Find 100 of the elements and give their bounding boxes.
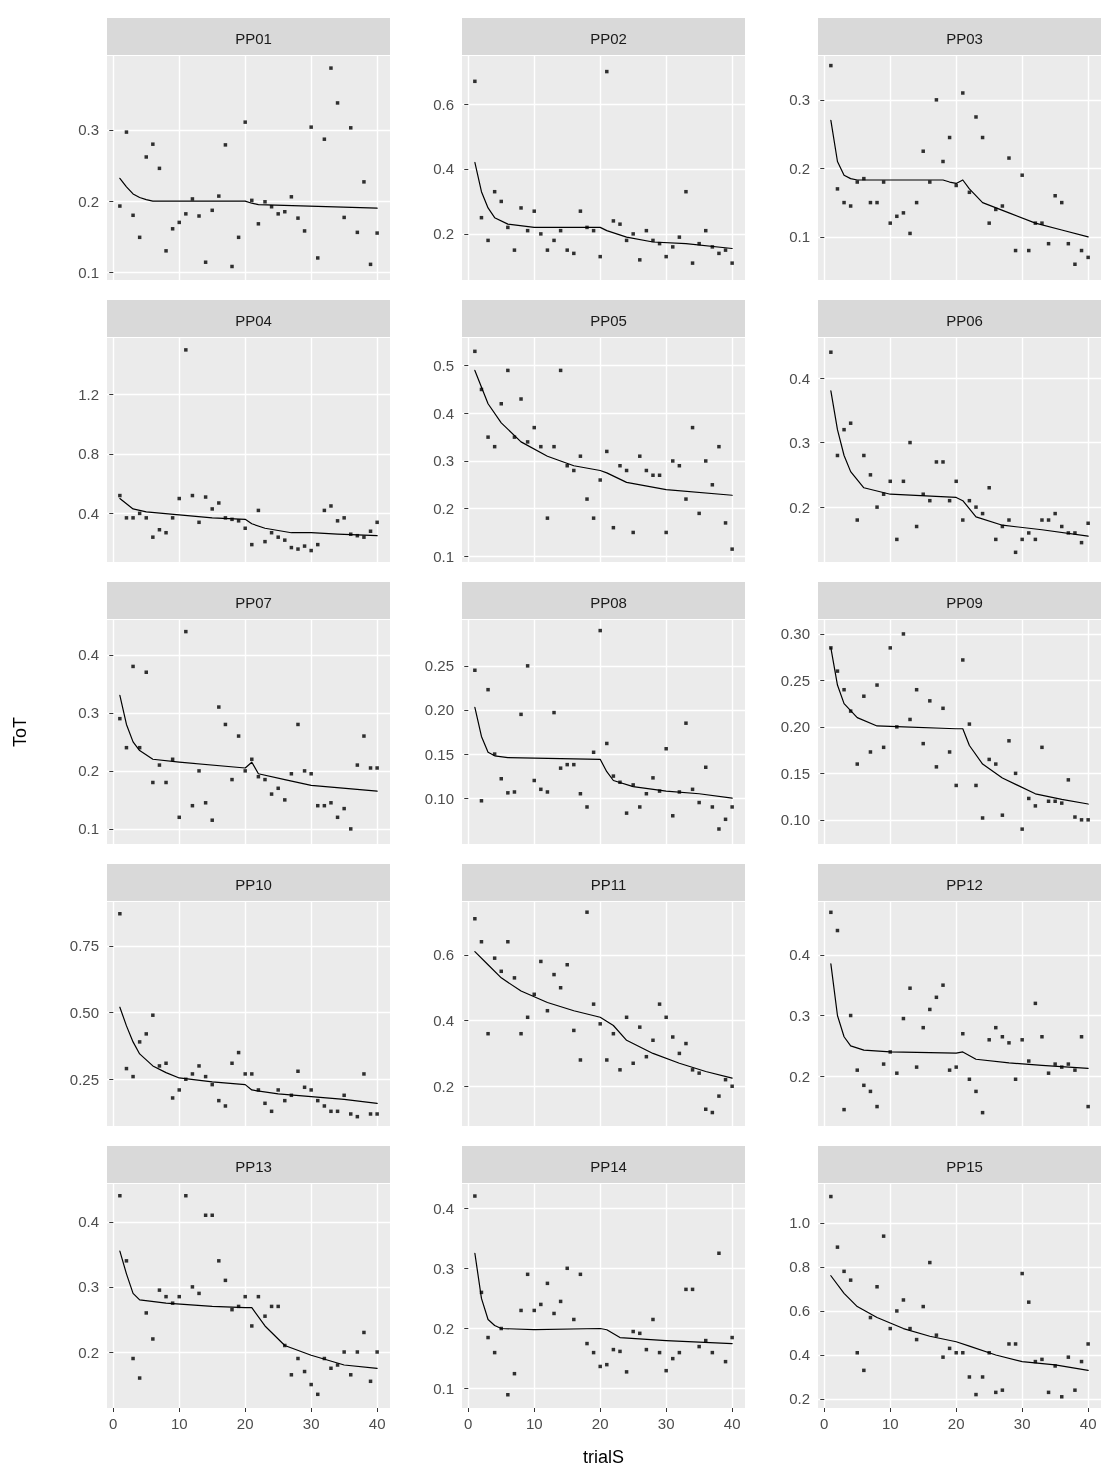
point xyxy=(921,149,925,153)
y-tick-label: 0.25 xyxy=(69,1070,99,1088)
y-tick-label: 0.5 xyxy=(433,357,454,375)
point xyxy=(954,1351,958,1355)
point xyxy=(829,350,833,354)
x-tick-label: 20 xyxy=(591,1415,609,1432)
point xyxy=(835,669,840,673)
point xyxy=(921,492,925,496)
point xyxy=(868,473,873,477)
point xyxy=(591,516,596,520)
point xyxy=(283,798,287,802)
point xyxy=(1046,518,1051,522)
point xyxy=(585,1341,589,1346)
y-tick-label: 0.3 xyxy=(789,434,810,452)
point xyxy=(322,137,327,141)
point xyxy=(565,962,569,967)
chart-title: PP13 xyxy=(235,1158,272,1175)
point xyxy=(250,542,254,547)
point xyxy=(276,1088,280,1092)
point xyxy=(177,815,181,820)
point xyxy=(164,530,168,535)
point xyxy=(1066,1062,1071,1066)
point xyxy=(848,204,853,208)
point xyxy=(342,215,346,220)
y-tick-label: 0.6 xyxy=(433,95,454,113)
point xyxy=(947,750,952,754)
point xyxy=(717,1094,721,1098)
point xyxy=(1020,1271,1024,1276)
point xyxy=(908,717,912,722)
point xyxy=(545,248,550,252)
point xyxy=(947,1068,952,1072)
chart-title: PP04 xyxy=(235,312,272,329)
point xyxy=(1040,518,1044,522)
point xyxy=(342,1350,346,1354)
point xyxy=(197,520,201,525)
point xyxy=(309,1382,313,1387)
point xyxy=(941,983,945,987)
point xyxy=(1020,827,1024,831)
point xyxy=(928,699,932,703)
point xyxy=(585,805,589,809)
point xyxy=(671,1035,675,1039)
y-tick-label: 0.25 xyxy=(424,657,454,675)
y-tick-label: 0.10 xyxy=(424,789,454,807)
point xyxy=(671,1356,675,1361)
point xyxy=(184,629,188,634)
point xyxy=(151,1337,155,1341)
point xyxy=(598,1022,602,1026)
point xyxy=(263,539,267,544)
point xyxy=(994,1025,998,1030)
point xyxy=(921,1304,925,1309)
point xyxy=(651,473,655,478)
point xyxy=(842,1269,846,1274)
point xyxy=(565,762,569,767)
y-tick-label: 0.2 xyxy=(433,500,454,518)
point xyxy=(638,805,642,809)
point xyxy=(888,221,892,225)
point xyxy=(908,440,912,445)
point xyxy=(994,762,998,766)
point xyxy=(1086,521,1090,526)
point xyxy=(987,1038,991,1042)
point xyxy=(506,939,510,944)
point xyxy=(164,1061,168,1066)
point xyxy=(137,1040,142,1044)
point xyxy=(994,1390,998,1395)
point xyxy=(197,1291,201,1296)
point xyxy=(217,1259,221,1263)
point xyxy=(302,544,307,548)
point xyxy=(151,780,155,785)
point xyxy=(855,762,859,766)
point xyxy=(263,200,267,204)
point xyxy=(335,519,340,523)
point xyxy=(961,518,965,522)
point xyxy=(908,231,912,236)
point xyxy=(236,734,241,738)
point xyxy=(210,818,214,822)
y-tick-label: 0.3 xyxy=(433,1259,454,1277)
point xyxy=(276,535,280,539)
point xyxy=(190,1072,195,1076)
chart-title: PP02 xyxy=(590,30,627,47)
point xyxy=(895,214,899,219)
point xyxy=(131,1074,135,1079)
point xyxy=(895,725,899,729)
point xyxy=(525,664,530,668)
point xyxy=(987,221,991,225)
point xyxy=(506,791,510,795)
point xyxy=(730,805,734,809)
point xyxy=(895,1309,899,1313)
line-series xyxy=(119,177,378,209)
line-series xyxy=(474,1252,733,1345)
point xyxy=(309,1088,313,1092)
point xyxy=(309,125,313,129)
chart-title: PP15 xyxy=(946,1158,983,1175)
point xyxy=(928,1007,932,1012)
point xyxy=(565,248,569,252)
point xyxy=(730,1084,734,1089)
y-tick-label: 0.2 xyxy=(789,1390,810,1408)
point xyxy=(1073,1068,1077,1072)
x-tick-label: 40 xyxy=(1079,1415,1097,1432)
point xyxy=(1040,745,1044,750)
point xyxy=(473,1194,477,1198)
